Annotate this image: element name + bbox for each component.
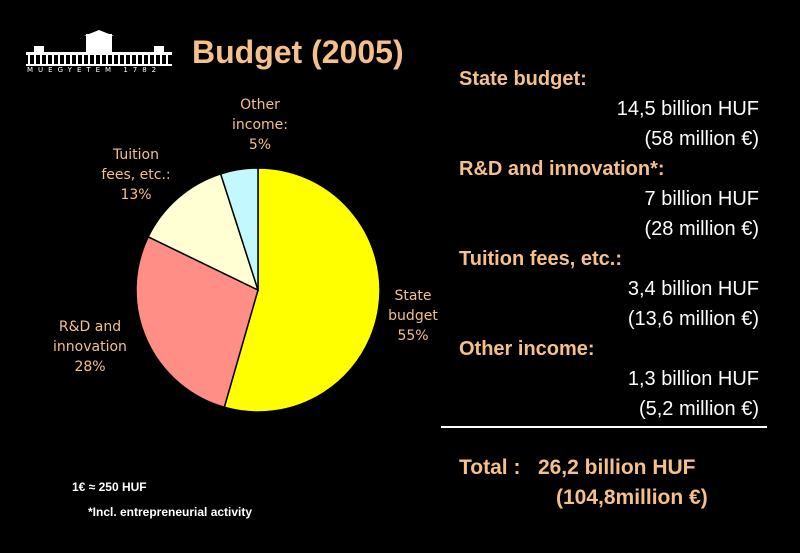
total-row: Total : 26,2 billion HUF	[459, 456, 695, 480]
value-huf: 3,4 billion HUF	[627, 278, 759, 300]
slice-rd-innovation	[135, 235, 259, 409]
value-eur: (58 million €)	[644, 128, 759, 150]
label-rd: R&D and innovation 28%	[53, 319, 127, 375]
label-tuition: Tuition fees, etc.: 13%	[101, 147, 171, 203]
slice-tuition-fees	[147, 172, 260, 292]
value-eur: (13,6 million €)	[627, 308, 759, 330]
slice-state-budget	[223, 167, 381, 413]
label-other-income: Other income: 5%	[232, 97, 288, 153]
category-other-income: Other income:	[459, 338, 595, 360]
value-eur: (28 million €)	[644, 218, 759, 240]
category-tuition: Tuition fees, etc.:	[459, 248, 622, 270]
university-logo	[26, 30, 172, 66]
slice-other-income	[219, 167, 259, 291]
value-huf: 1,3 billion HUF	[627, 368, 759, 390]
label-state-budget: State budget 55%	[388, 288, 438, 344]
total-eur: (104,8million €)	[556, 486, 708, 509]
exchange-rate-note: 1€ ≈ 250 HUF	[72, 480, 147, 494]
page-title: Budget (2005)	[192, 34, 404, 70]
divider	[441, 426, 767, 428]
category-rd: R&D and innovation*:	[459, 158, 665, 180]
total-label: Total :	[459, 456, 521, 479]
logo-text: MŰEGYETEM 1782	[27, 66, 162, 74]
value-huf: 7 billion HUF	[644, 188, 759, 210]
value-eur: (5,2 million €)	[638, 398, 759, 420]
category-state-budget: State budget:	[459, 68, 587, 90]
total-huf: 26,2 billion HUF	[537, 456, 696, 479]
footnote: *Incl. entrepreneurial activity	[88, 505, 253, 519]
budget-breakdown: State budget: 14,5 billion HUF (58 milli…	[459, 64, 759, 424]
value-huf: 14,5 billion HUF	[616, 98, 759, 120]
